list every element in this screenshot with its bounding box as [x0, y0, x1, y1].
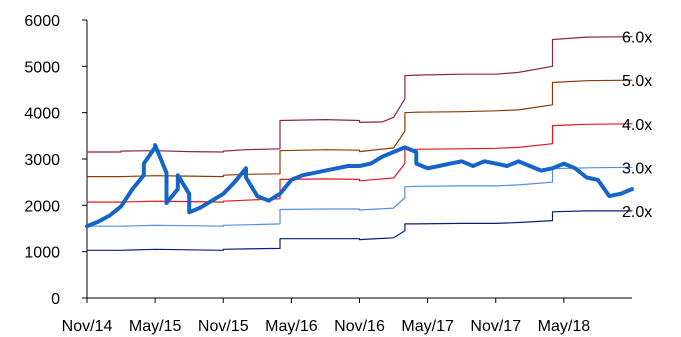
y-tick-label: 6000	[24, 13, 60, 30]
band-line-2-0x	[86, 210, 633, 251]
x-tick-label: Nov/15	[198, 318, 249, 335]
x-tick-label: Nov/16	[334, 318, 385, 335]
band-label-2-0x: 2.0x	[622, 204, 652, 221]
x-tick-label: May/16	[265, 318, 318, 335]
y-tick-label: 4000	[24, 106, 60, 123]
band-label-5-0x: 5.0x	[622, 73, 652, 90]
x-tick-label: May/15	[129, 318, 182, 335]
y-tick-label: 3000	[24, 152, 60, 169]
price-line	[85, 143, 634, 229]
y-tick-label: 5000	[24, 59, 60, 76]
series-labels: 6.0x 5.0x 4.0x 3.0x 2.0x	[622, 30, 652, 221]
series-group	[85, 36, 634, 251]
x-tick-label: Nov/17	[470, 318, 521, 335]
y-tick-label: 2000	[24, 198, 60, 215]
band-label-4-0x: 4.0x	[622, 117, 652, 134]
band-line-6-0x	[86, 36, 633, 153]
y-axis: 0 1000 2000 3000 4000 5000 6000	[24, 13, 88, 308]
band-label-3-0x: 3.0x	[622, 160, 652, 177]
band-line-5-0x	[86, 79, 633, 178]
band-line-4-0x	[86, 123, 633, 203]
y-tick-label: 0	[51, 291, 60, 308]
x-tick-label: Nov/14	[62, 318, 113, 335]
x-tick-label: May/17	[401, 318, 454, 335]
band-line-3-0x	[86, 166, 633, 227]
x-tick-label: May/18	[538, 318, 591, 335]
x-axis: Nov/14 May/15 Nov/15 May/16 Nov/16 May/17 Nov/…	[62, 297, 632, 335]
band-label-6-0x: 6.0x	[622, 30, 652, 47]
y-tick-label: 1000	[24, 245, 60, 262]
